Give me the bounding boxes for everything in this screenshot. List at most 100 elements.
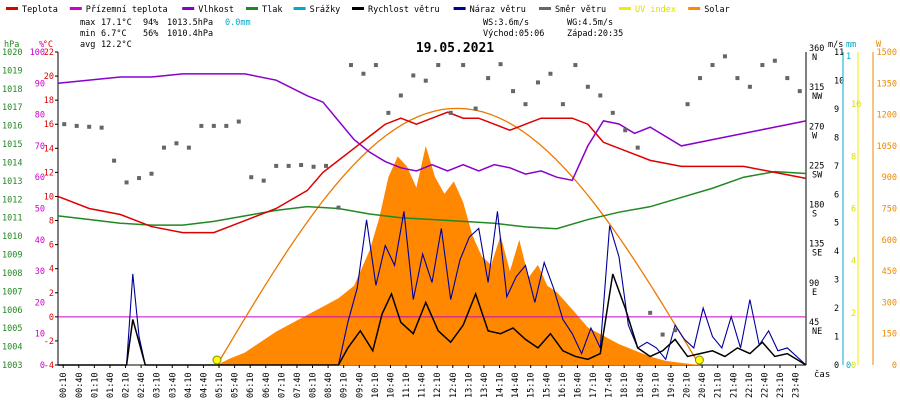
x-tick-label: 02:40	[137, 372, 147, 398]
legend-label: Náraz větru	[470, 5, 526, 15]
x-tick-label: 08:10	[309, 372, 319, 398]
x-tick-label: 21:40	[729, 372, 739, 398]
x-tick-label: 19:40	[667, 372, 677, 398]
rain-tick-label: 1	[846, 52, 851, 62]
x-tick-label: 14:40	[511, 372, 521, 398]
x-tick-label: 05:40	[231, 372, 241, 398]
stat-sunset: Západ:20:35	[567, 29, 623, 39]
direction-tick-label: 45	[809, 318, 819, 328]
direction-point	[112, 158, 117, 163]
direction-point	[535, 80, 540, 85]
temperature-tick-label: -4	[44, 361, 54, 371]
direction-point	[673, 328, 678, 333]
humidity-tick-label: 10	[35, 330, 45, 340]
solar-tick-label: 300	[882, 298, 897, 308]
legend-label: Přízemní teplota	[86, 5, 168, 15]
stat-sunrise: Východ:05:06	[483, 29, 544, 39]
stat-max-label: max	[80, 18, 95, 28]
x-tick-label: 18:40	[636, 372, 646, 398]
pressure-tick-label: 1020	[2, 48, 22, 58]
x-tick-label: 01:10	[90, 372, 100, 398]
direction-point	[623, 128, 628, 133]
direction-point	[174, 141, 179, 146]
humidity-tick-label: 70	[35, 142, 45, 152]
direction-point	[211, 123, 216, 128]
direction-tick-label: N	[812, 53, 817, 63]
direction-point	[461, 63, 466, 68]
stat-avg-label: avg	[80, 40, 95, 50]
direction-point	[660, 332, 665, 337]
x-tick-label: 22:10	[745, 372, 755, 398]
uv-tick-label: 10	[851, 100, 861, 110]
legend-label: UV index	[635, 5, 676, 15]
chart-title: 19.05.2021	[416, 41, 494, 56]
x-tick-label: 09:40	[355, 372, 365, 398]
direction-tick-label: 360	[809, 44, 824, 54]
direction-point	[186, 145, 191, 150]
solar-tick-label: 900	[882, 173, 897, 183]
temperature-tick-label: 10	[44, 192, 54, 202]
stats-panel: max 17.1°C 94% 1013.5hPa 0.0mm min 6.7°C…	[80, 18, 623, 50]
x-tick-label: 10:40	[386, 372, 396, 398]
solar-tick-label: 600	[882, 236, 897, 246]
x-tick-label: 06:10	[246, 372, 256, 398]
direction-tick-label: 90	[809, 279, 819, 289]
direction-point	[598, 93, 603, 98]
direction-point	[523, 102, 528, 107]
direction-point	[398, 93, 403, 98]
wind-speed-line	[58, 273, 807, 366]
pressure-tick-label: 1013	[2, 177, 22, 187]
wind-tick-label: 4	[834, 247, 839, 257]
direction-point	[735, 76, 740, 81]
pressure-tick-label: 1012	[2, 195, 22, 205]
direction-point	[199, 123, 204, 128]
pressure-tick-label: 1016	[2, 122, 22, 132]
axis-unit-ms: m/s	[828, 40, 843, 50]
temperature-tick-label: 8	[49, 217, 54, 227]
direction-point	[785, 76, 790, 81]
legend-swatch	[539, 7, 551, 10]
x-tick-label: 00:10	[59, 372, 69, 398]
temperature-tick-label: 18	[44, 96, 54, 106]
x-tick-label: 14:10	[496, 372, 506, 398]
stat-max-temp: 17.1°C	[101, 18, 132, 28]
humidity-tick-label: 90	[35, 79, 45, 89]
direction-point	[710, 63, 715, 68]
legend-swatch	[293, 7, 306, 10]
x-tick-label: 16:10	[558, 372, 568, 398]
humidity-tick-label: 30	[35, 267, 45, 277]
wind-tick-label: 10	[834, 76, 844, 86]
stat-min-temp: 6.7°C	[101, 29, 127, 39]
direction-point	[747, 84, 752, 89]
direction-tick-label: NE	[812, 327, 822, 337]
legend-swatch	[6, 7, 18, 10]
pressure-tick-label: 1004	[2, 343, 22, 353]
pressure-tick-label: 1014	[2, 158, 22, 168]
uv-tick-label: 8	[851, 152, 856, 162]
x-tick-label: 20:40	[698, 372, 708, 398]
pressure-tick-label: 1017	[2, 103, 22, 113]
pressure-tick-label: 1011	[2, 214, 22, 224]
direction-point	[149, 171, 154, 176]
direction-point	[760, 63, 765, 68]
direction-point	[62, 122, 67, 127]
pressure-tick-label: 1009	[2, 251, 22, 261]
x-tick-label: 07:40	[293, 372, 303, 398]
x-tick-label: 04:40	[199, 372, 209, 398]
direction-tick-label: 270	[809, 122, 824, 132]
direction-point	[348, 63, 353, 68]
solar-tick-label: 750	[882, 205, 897, 215]
temperature-tick-label: 16	[44, 120, 54, 130]
wind-tick-label: 6	[834, 190, 839, 200]
legend-label: Solar	[704, 5, 730, 15]
direction-point	[386, 110, 391, 115]
direction-point	[685, 102, 690, 107]
direction-point	[648, 310, 653, 315]
pressure-tick-label: 1019	[2, 66, 22, 76]
direction-point	[74, 123, 79, 128]
pressure-tick-label: 1003	[2, 361, 22, 371]
direction-point	[261, 178, 266, 183]
direction-point	[161, 145, 166, 150]
direction-point	[610, 110, 615, 115]
x-tick-label: 12:10	[433, 372, 443, 398]
